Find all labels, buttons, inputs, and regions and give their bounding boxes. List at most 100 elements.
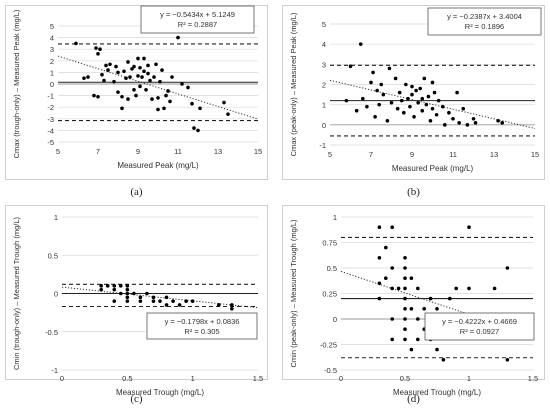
x-tick-label: 5 xyxy=(328,150,332,159)
data-point xyxy=(138,65,142,70)
data-point xyxy=(170,75,174,79)
data-point xyxy=(132,64,136,69)
r-squared: R² = 0.0927 xyxy=(460,327,499,336)
data-point xyxy=(409,347,414,352)
data-point xyxy=(409,276,414,280)
data-point xyxy=(98,47,102,51)
data-point xyxy=(222,100,226,105)
data-point xyxy=(132,291,136,296)
x-tick-label: 9 xyxy=(410,150,414,159)
data-point xyxy=(403,286,407,291)
trend-line xyxy=(329,79,536,129)
data-point xyxy=(108,62,112,67)
equation-box xyxy=(427,7,542,36)
x-tick-label: 5 xyxy=(56,147,60,156)
data-point xyxy=(457,121,461,125)
data-point xyxy=(471,116,476,121)
x-axis-title: Measured Peak (mg/L) xyxy=(117,161,199,170)
data-point xyxy=(106,68,110,72)
trend-equation: y = −0.4222x + 0.4669 xyxy=(442,317,517,326)
data-point xyxy=(94,46,98,50)
data-point xyxy=(138,295,143,300)
data-point xyxy=(217,303,221,307)
data-point xyxy=(230,307,234,311)
data-point xyxy=(105,284,110,288)
data-point xyxy=(361,96,365,101)
x-tick-label: 0.5 xyxy=(122,374,132,383)
data-point xyxy=(171,299,175,303)
data-point xyxy=(198,106,202,111)
data-point xyxy=(114,64,118,69)
x-axis-title: Measured Trough (mg/L) xyxy=(116,388,204,397)
data-point xyxy=(112,287,117,292)
data-point xyxy=(230,303,234,307)
data-point xyxy=(422,307,426,311)
data-point xyxy=(125,295,130,300)
data-point xyxy=(396,286,401,291)
data-point xyxy=(154,62,158,67)
data-point xyxy=(430,80,435,85)
data-point xyxy=(377,281,382,286)
x-tick-label: 0.5 xyxy=(400,374,410,383)
panel-label-a: (a) xyxy=(130,186,143,198)
data-point xyxy=(146,71,150,76)
data-point xyxy=(190,299,195,303)
y-tick-label: 4 xyxy=(50,34,54,43)
data-point xyxy=(399,98,404,103)
data-point xyxy=(112,79,116,84)
data-point xyxy=(156,96,160,100)
data-point xyxy=(390,266,394,270)
r-squared: R² = 0.305 xyxy=(184,327,219,336)
data-point xyxy=(397,90,402,95)
data-point xyxy=(344,98,349,103)
data-point xyxy=(406,96,410,101)
y-tick-label: 1 xyxy=(333,213,337,222)
data-point xyxy=(403,266,407,270)
data-point xyxy=(122,69,126,74)
scatter-chart-c: -1 -0.5 0 0.5 1 0 0.5 1 1.5 Measured Trough (mg/L… xyxy=(12,213,263,397)
data-point xyxy=(465,123,470,127)
data-point xyxy=(100,72,104,77)
data-point xyxy=(403,296,407,301)
data-point xyxy=(440,104,445,109)
y-tick-label: 0.25 xyxy=(322,290,337,299)
data-point xyxy=(377,256,382,260)
x-tick-label: 11 xyxy=(449,150,457,159)
data-point xyxy=(387,66,392,71)
data-point xyxy=(134,93,138,98)
r-squared: R² = 0.1896 xyxy=(465,22,504,31)
equation-box xyxy=(424,312,535,341)
data-point xyxy=(358,42,363,46)
x-tick-label: 11 xyxy=(174,147,182,156)
data-point xyxy=(160,68,164,72)
y-tick-label: 2 xyxy=(322,81,326,90)
scatter-chart-a: -5 -4 -3 -2 -1 0 1 2 3 4 5 5 7 9 11 13 15 Measured Peak (… xyxy=(12,5,262,170)
data-point xyxy=(125,287,130,292)
y-tick-label: -1 xyxy=(51,366,58,375)
data-point xyxy=(395,106,400,111)
data-point xyxy=(86,75,90,79)
chart-panel-a: -5 -4 -3 -2 -1 0 1 2 3 4 5 5 7 9 11 13 15 Measured Peak (… xyxy=(5,5,268,180)
data-point xyxy=(416,337,420,342)
y-tick-label: -4 xyxy=(47,126,54,135)
y-tick-label: 3 xyxy=(322,60,326,69)
scatter-chart-b: -1 0 1 2 3 4 5 5 7 9 11 13 15 Measured Peak (mg/L) Cma… xyxy=(289,7,542,173)
data-point xyxy=(426,94,431,99)
data-point xyxy=(435,347,439,352)
data-point xyxy=(492,286,497,291)
data-point xyxy=(422,76,427,81)
data-point xyxy=(176,35,180,40)
panel-label-b: (b) xyxy=(407,186,420,198)
data-point xyxy=(369,80,373,85)
data-point xyxy=(434,112,439,117)
data-point xyxy=(138,84,142,89)
data-point xyxy=(403,256,407,260)
data-point xyxy=(403,337,407,342)
data-point xyxy=(120,106,124,111)
data-point xyxy=(390,286,394,291)
data-point xyxy=(140,75,144,79)
x-tick-label: 1 xyxy=(467,374,471,383)
y-tick-label: 1 xyxy=(50,68,54,77)
data-point xyxy=(385,119,390,123)
y-tick-label: -2 xyxy=(47,103,54,112)
